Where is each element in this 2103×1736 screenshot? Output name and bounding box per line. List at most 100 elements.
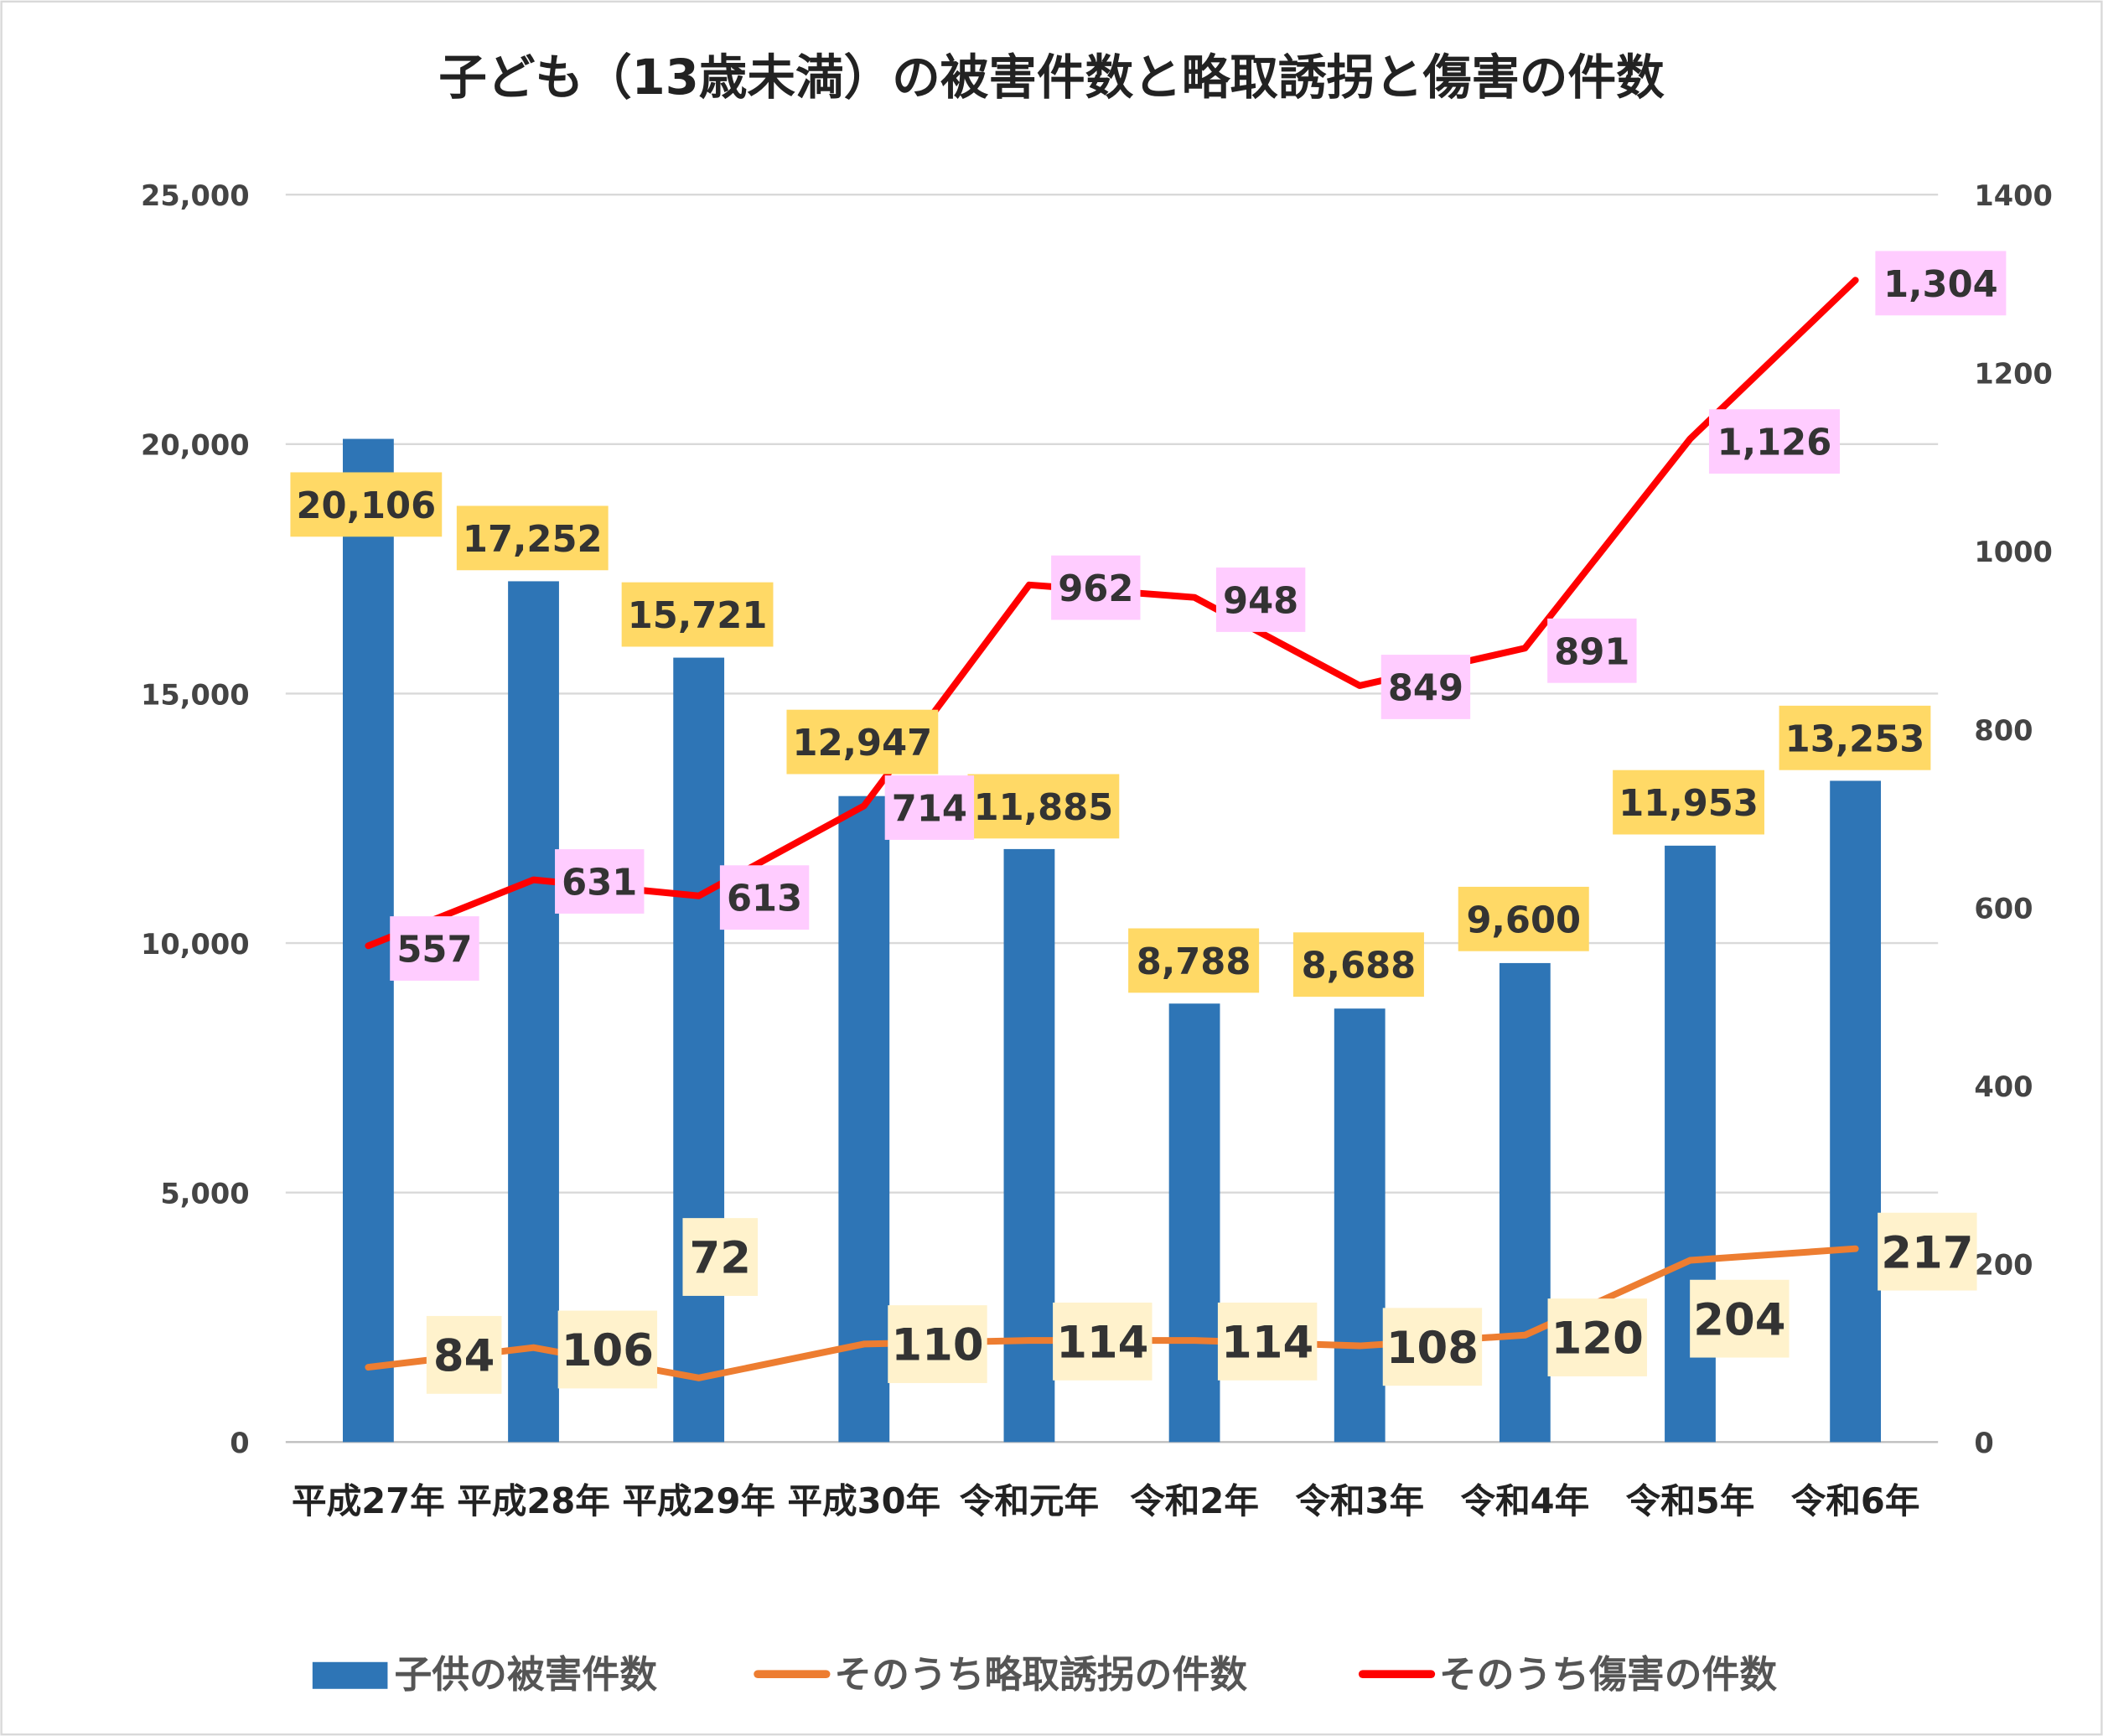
category-label: 平成28年: [457, 1480, 610, 1521]
legend-bar-swatch: [312, 1661, 388, 1689]
category-label: 平成29年: [622, 1480, 775, 1521]
right-tick-label: 1400: [1974, 179, 2053, 212]
bar-value-label-bg: [456, 505, 609, 571]
bar-value-label: 8,788: [1137, 941, 1251, 983]
bar-value-label: 20,106: [297, 485, 437, 527]
bar-value-label-bg: [290, 472, 443, 537]
right-tick-label: 400: [1974, 1070, 2033, 1103]
kidnapping-value-label-bg: [426, 1315, 502, 1394]
left-tick-label: 5,000: [160, 1178, 249, 1210]
x-axis: 平成27年 平成28年 平成29年 平成30年 令和元年 令和2年 令和3年 令和4年 令和5年…: [292, 1480, 1919, 1521]
bar-value-label: 12,947: [793, 723, 933, 764]
right-tick-label: 800: [1974, 714, 2033, 747]
bar: [1499, 962, 1551, 1443]
bar: [1334, 1008, 1386, 1443]
legend: 子供の被害件数 そのうち略取誘拐の件数 そのうち傷害の件数: [312, 1652, 1777, 1697]
bar-value-label-bg: [1292, 932, 1424, 998]
kidnapping-value-label-bg: [1878, 1212, 1977, 1291]
injury-value-label-bg: [390, 916, 479, 981]
kidnapping-value-label: 217: [1881, 1227, 1973, 1278]
category-label: 令和3年: [1295, 1480, 1424, 1521]
category-label: 平成30年: [787, 1480, 940, 1521]
legend-label-kidnapping: そのうち略取誘拐の件数: [834, 1652, 1247, 1697]
right-tick-label: 600: [1974, 892, 2033, 925]
kidnapping-value-label-bg: [888, 1305, 987, 1383]
kidnapping-value-label: 106: [562, 1325, 654, 1376]
injury-value-label-bg: [1547, 618, 1637, 683]
bar-value-label: 17,252: [463, 519, 603, 561]
bar: [838, 795, 890, 1443]
bar-value-label-bg: [967, 774, 1120, 839]
kidnapping-value-label: 72: [690, 1233, 751, 1284]
left-tick-label: 10,000: [141, 928, 250, 961]
bar: [1168, 1003, 1220, 1443]
injury-value-label: 613: [727, 878, 802, 920]
injury-value-label-bg: [555, 849, 645, 914]
kidnapping-value-label: 108: [1386, 1323, 1479, 1374]
data-labels: 20,106 17,252 15,721 12,947 11,885 8,788 8,688…: [290, 251, 2007, 1394]
kidnapping-value-label-bg: [1382, 1308, 1483, 1386]
bar: [508, 581, 559, 1443]
kidnapping-value-label-bg: [1690, 1279, 1790, 1358]
kidnapping-value-label-bg: [557, 1310, 658, 1389]
injury-value-label-bg: [1051, 555, 1141, 620]
injury-value-label-bg: [1708, 409, 1840, 474]
category-label: 令和6年: [1791, 1480, 1920, 1521]
kidnapping-value-label-bg: [1547, 1298, 1647, 1376]
left-tick-label: 25,000: [141, 179, 250, 212]
bar-value-label: 11,953: [1619, 783, 1759, 825]
injury-value-label: 557: [396, 930, 472, 972]
category-label: 令和4年: [1460, 1480, 1589, 1521]
injury-value-label: 714: [892, 788, 967, 830]
bar: [1003, 848, 1055, 1443]
kidnapping-value-label: 110: [891, 1320, 983, 1371]
bar-value-label: 11,885: [974, 787, 1114, 829]
category-label: 令和5年: [1626, 1480, 1755, 1521]
injury-value-label: 849: [1388, 667, 1463, 709]
bar: [673, 657, 725, 1443]
left-tick-label: 20,000: [141, 429, 250, 462]
kidnapping-value-label: 84: [433, 1331, 495, 1382]
category-label: 令和2年: [1130, 1480, 1259, 1521]
kidnapping-value-label: 204: [1693, 1294, 1785, 1345]
injury-value-label: 962: [1058, 568, 1133, 610]
injury-value-label-bg: [1215, 567, 1306, 632]
right-tick-label: 0: [1974, 1427, 1993, 1459]
bar-value-label-bg: [621, 582, 774, 647]
category-label: 令和元年: [960, 1480, 1099, 1521]
kidnapping-value-label-bg: [1217, 1302, 1318, 1381]
gridlines: [285, 194, 1939, 1443]
right-axis: 0 200 400 600 800 1000 1200 1400: [1974, 179, 2053, 1459]
kidnapping-value-label: 120: [1551, 1314, 1644, 1365]
injury-value-label: 948: [1223, 580, 1298, 622]
right-tick-label: 200: [1974, 1249, 2033, 1282]
injury-value-label-bg: [1875, 251, 2007, 316]
bar-value-label-bg: [786, 709, 939, 775]
kidnapping-value-label: 114: [1221, 1318, 1313, 1369]
injury-value-label-bg: [884, 775, 975, 840]
bar-value-label: 13,253: [1785, 718, 1925, 760]
injury-value-label: 1,304: [1883, 264, 1998, 306]
bar-value-label: 15,721: [628, 595, 768, 637]
left-tick-label: 15,000: [141, 678, 250, 711]
legend-label-injury: そのうち傷害の件数: [1439, 1652, 1777, 1697]
injury-value-label-bg: [1380, 655, 1471, 719]
kidnapping-value-label-bg: [682, 1218, 759, 1296]
left-axis: 0 5,000 10,000 15,000 20,000 25,000: [141, 179, 250, 1459]
injury-value-label-bg: [719, 865, 810, 930]
legend-label-victims: 子供の被害件数: [394, 1652, 657, 1697]
injury-value-label: 891: [1554, 631, 1629, 673]
bar-value-label-bg: [1458, 886, 1589, 951]
left-tick-label: 0: [230, 1427, 249, 1459]
bar-value-label-bg: [1128, 928, 1260, 993]
right-tick-label: 1000: [1974, 536, 2053, 568]
bar-value-label-bg: [1779, 705, 1931, 770]
right-tick-label: 1200: [1974, 358, 2053, 391]
injury-value-label: 631: [562, 863, 637, 904]
bar-value-label: 8,688: [1302, 946, 1417, 987]
kidnapping-value-label-bg: [1053, 1302, 1153, 1381]
bar: [1830, 780, 1882, 1443]
injury-value-label: 1,126: [1717, 422, 1832, 464]
bar-value-label-bg: [1613, 770, 1764, 835]
category-label: 平成27年: [292, 1480, 445, 1521]
